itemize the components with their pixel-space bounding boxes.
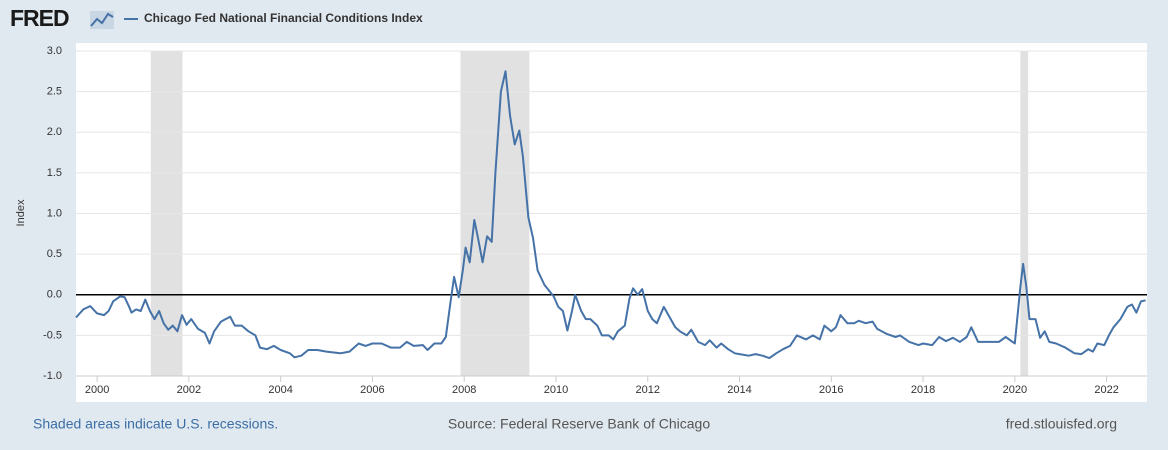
x-tick-label: 2014 — [727, 384, 751, 396]
x-tick-label: 2022 — [1094, 384, 1118, 396]
y-tick-label: 0.0 — [47, 289, 62, 301]
y-tick-label: -1.0 — [43, 370, 62, 382]
x-tick-label: 2016 — [819, 384, 843, 396]
x-tick-label: 2020 — [1003, 384, 1027, 396]
x-tick-label: 2008 — [452, 384, 476, 396]
y-tick-label: 3.0 — [47, 45, 62, 57]
logo-icon-line — [90, 12, 114, 27]
recession-note: Shaded areas indicate U.S. recessions. — [33, 416, 278, 432]
y-tick-label: 1.0 — [47, 207, 62, 219]
x-tick-label: 2012 — [636, 384, 660, 396]
y-tick-label: 0.5 — [47, 248, 62, 260]
legend-label: Chicago Fed National Financial Condition… — [144, 11, 423, 25]
plot-panel — [76, 43, 1147, 402]
x-tick-label: 2002 — [177, 384, 201, 396]
x-tick-label: 2000 — [85, 384, 109, 396]
logo-icon — [90, 11, 114, 29]
x-tick-label: 2004 — [268, 384, 292, 396]
logo: FRED — [10, 5, 69, 31]
x-tick-label: 2010 — [544, 384, 568, 396]
y-tick-label: 2.0 — [47, 126, 62, 138]
source: Source: Federal Reserve Bank of Chicago — [448, 416, 710, 432]
y-tick-label: 2.5 — [47, 86, 62, 98]
y-axis-label: Index — [15, 199, 27, 226]
x-tick-label: 2018 — [911, 384, 935, 396]
logo-icon-bg — [90, 11, 114, 29]
data-line — [75, 70, 1146, 360]
x-tick-label: 2006 — [360, 384, 384, 396]
y-tick-label: 1.5 — [47, 167, 62, 179]
y-tick-label: -0.5 — [43, 329, 62, 341]
site: fred.stlouisfed.org — [1006, 416, 1117, 432]
